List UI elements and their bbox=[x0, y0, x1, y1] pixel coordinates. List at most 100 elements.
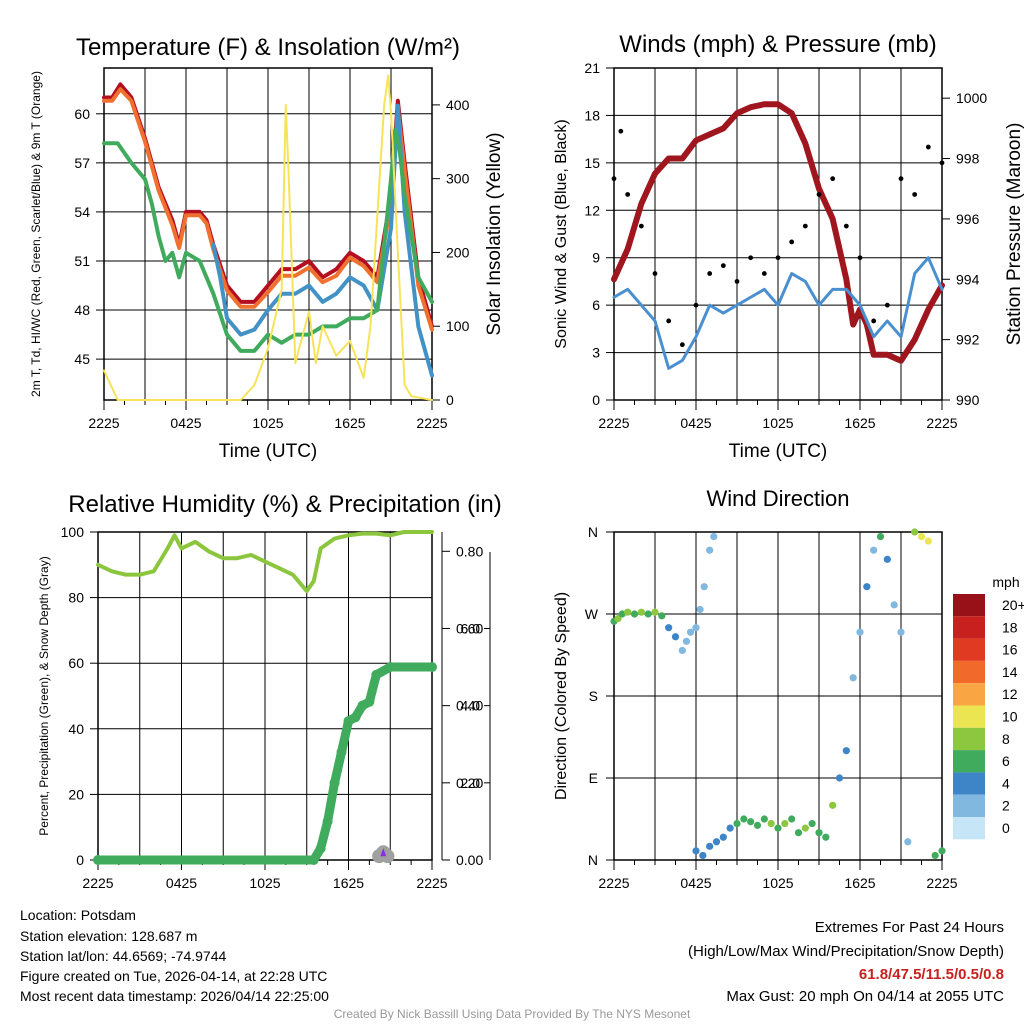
panel-1-xtick-label: 2225 bbox=[416, 415, 447, 431]
panel-3-y3tick-label: 2.0 bbox=[461, 775, 481, 791]
panel-4-ytick-label: E bbox=[589, 770, 598, 786]
wind-speed-legend-label: 2 bbox=[1002, 798, 1010, 814]
precipitation-point bbox=[385, 662, 396, 673]
wind-speed-legend-label: 18 bbox=[1002, 619, 1018, 635]
gust-point bbox=[830, 176, 836, 182]
panel-2-ytick-label: 9 bbox=[592, 250, 600, 266]
panel-1-ytick-label: 51 bbox=[74, 253, 90, 269]
panel-3-xtick-label: 1625 bbox=[333, 875, 364, 891]
panel-3-y3tick-label: 4.0 bbox=[461, 698, 481, 714]
panel-3-ytick-label: 0 bbox=[76, 852, 84, 868]
wind-direction-point bbox=[710, 532, 718, 541]
wind-direction-point bbox=[788, 815, 796, 823]
wind-direction-point bbox=[706, 546, 714, 554]
panel-2-y2tick-label: 1000 bbox=[956, 90, 987, 106]
wind-speed-legend-label: 4 bbox=[1002, 775, 1010, 791]
panel-1-y2label: Solar Insolation (Yellow) bbox=[484, 132, 505, 335]
panel-2-xtick-label: 0425 bbox=[680, 415, 711, 431]
series-2m-td-line bbox=[102, 128, 434, 353]
wind-direction-point bbox=[753, 821, 762, 829]
panel-4-ytick-label: W bbox=[585, 606, 599, 622]
panel-3-y2tick-label: 0.40 bbox=[456, 698, 483, 714]
panel-4-ytick-label: S bbox=[589, 688, 598, 704]
wind-direction-point bbox=[890, 601, 898, 609]
panel-2-ytick-label: 0 bbox=[592, 392, 600, 408]
series-sonic-wind-line bbox=[612, 256, 944, 370]
extremes-values: 61.8/47.5/11.5/0.5/0.8 bbox=[858, 966, 1004, 983]
gust-point bbox=[912, 192, 918, 197]
wind-speed-legend-swatch bbox=[953, 750, 985, 773]
wind-direction-point bbox=[863, 583, 871, 591]
panel-2-y2tick-label: 998 bbox=[956, 151, 980, 167]
panel-2-y2tick-label: 992 bbox=[956, 332, 980, 348]
wind-direction-point bbox=[733, 819, 741, 828]
wind-direction-point bbox=[938, 847, 946, 855]
gust-point bbox=[638, 223, 644, 229]
wind-direction-point bbox=[637, 608, 645, 616]
gust-point bbox=[857, 255, 863, 261]
panel-3-ytick-label: 80 bbox=[68, 590, 84, 606]
wind-direction-point bbox=[815, 829, 823, 837]
panel-2-xlabel: Time (UTC) bbox=[729, 441, 828, 462]
wind-speed-legend-label: 8 bbox=[1002, 731, 1010, 747]
precipitation-point bbox=[336, 746, 347, 757]
panel-1-y2tick-label: 300 bbox=[446, 171, 470, 187]
wind-direction-point bbox=[740, 815, 748, 823]
extremes-subtitle: (High/Low/Max Wind/Precipitation/Snow De… bbox=[688, 943, 1004, 960]
panel-1-xtick-label: 0425 bbox=[170, 415, 201, 431]
panel-2-y2tick-label: 990 bbox=[956, 392, 980, 408]
panel-1-y2tick-label: 0 bbox=[446, 392, 454, 408]
wind-direction-point bbox=[924, 537, 932, 545]
wind-direction-point bbox=[835, 774, 844, 782]
gust-point bbox=[775, 255, 781, 261]
panel-3-ytick-label: 40 bbox=[68, 721, 84, 737]
panel-1-ylabel: 2m T, Td, HI/WC (Red, Green, Scarlet/Blu… bbox=[29, 71, 43, 397]
precipitation-point bbox=[427, 662, 437, 673]
gust-point bbox=[761, 271, 767, 276]
wind-direction-point bbox=[904, 838, 912, 846]
wind-direction-point bbox=[712, 838, 721, 846]
wind-direction-point bbox=[671, 633, 680, 641]
panel-4-xtick-label: 1025 bbox=[762, 875, 793, 891]
panel-1-title: Temperature (F) & Insolation (W/m²) bbox=[76, 34, 460, 61]
panel-2-y2label: Station Pressure (Maroon) bbox=[1004, 123, 1024, 346]
panel-2-xtick-label: 2225 bbox=[926, 415, 957, 431]
wind-speed-legend-swatch bbox=[953, 594, 985, 617]
wind-speed-legend-swatch bbox=[953, 660, 985, 684]
wind-direction-point bbox=[856, 628, 864, 636]
wind-speed-legend-swatch bbox=[953, 616, 985, 639]
wind-direction-point bbox=[678, 646, 686, 655]
gust-point bbox=[666, 318, 672, 324]
wind-speed-legend-label: 14 bbox=[1002, 664, 1018, 680]
gust-point bbox=[652, 271, 658, 276]
wind-speed-legend-swatch bbox=[953, 772, 985, 795]
created-text: Figure created on Tue, 2026-04-14, at 22… bbox=[20, 968, 328, 984]
wind-direction-point bbox=[700, 583, 708, 591]
wind-speed-legend-swatch bbox=[953, 794, 985, 817]
panel-4-ylabel: Direction (Colored By Speed) bbox=[553, 592, 570, 800]
panel-1-ytick-label: 45 bbox=[74, 351, 90, 367]
gust-point bbox=[816, 192, 822, 197]
snow-depth-marker bbox=[380, 848, 387, 857]
wind-speed-legend-label: 10 bbox=[1002, 709, 1018, 725]
wind-direction-point bbox=[774, 824, 782, 832]
wind-direction-point bbox=[911, 528, 919, 536]
gust-point bbox=[679, 342, 685, 348]
wind-speed-legend-swatch bbox=[953, 683, 985, 706]
panel-1-ytick-label: 54 bbox=[74, 204, 90, 220]
panel-2-ytick-label: 15 bbox=[584, 155, 600, 171]
panel-1-xtick-label: 2225 bbox=[88, 415, 119, 431]
panel-2-y2tick-label: 996 bbox=[956, 211, 980, 227]
gust-point bbox=[884, 302, 890, 308]
panel-2-ytick-label: 3 bbox=[592, 345, 600, 361]
max-gust-text: Max Gust: 20 mph On 04/14 at 2055 UTC bbox=[726, 988, 1004, 1005]
panel-3-ytick-label: 20 bbox=[68, 786, 84, 802]
series-relative-humidity-line bbox=[96, 530, 434, 594]
panel-3-y2tick-label: 0.60 bbox=[456, 620, 483, 636]
panel-3-ytick-label: 60 bbox=[68, 655, 84, 671]
credit-text: Created By Nick Bassill Using Data Provi… bbox=[333, 1007, 691, 1021]
panel-2-ytick-label: 6 bbox=[592, 297, 600, 313]
panel-1-xlabel: Time (UTC) bbox=[219, 441, 318, 462]
wind-speed-legend-label: 12 bbox=[1002, 686, 1018, 702]
